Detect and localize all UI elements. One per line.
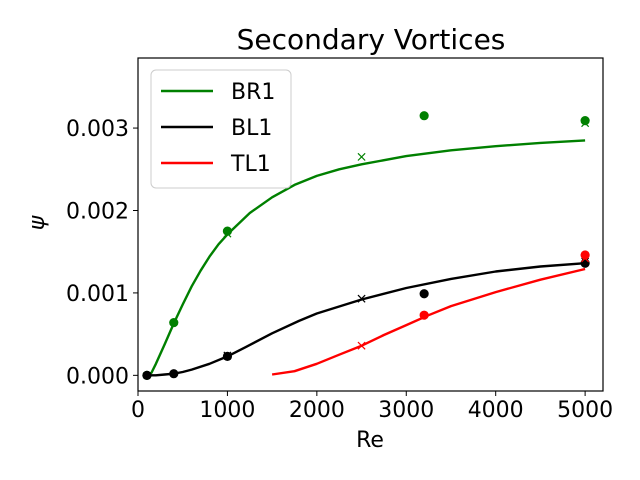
y-tick-label: 0.003 bbox=[66, 117, 129, 142]
data-point-bl1 bbox=[419, 289, 429, 299]
legend-frame bbox=[150, 69, 292, 189]
x-axis-label: Re bbox=[356, 428, 384, 453]
cross-marker-br1 bbox=[581, 119, 590, 128]
cross-marker-tl1 bbox=[357, 341, 366, 350]
x-tick-label: 0 bbox=[131, 398, 145, 423]
series-tl1 bbox=[271, 250, 590, 376]
data-point-bl1 bbox=[142, 370, 152, 380]
cross-marker-bl1 bbox=[357, 294, 366, 303]
cross-marker-br1 bbox=[223, 229, 232, 238]
series-line-br1 bbox=[146, 139, 586, 377]
y-tick-label: 0.002 bbox=[66, 199, 129, 224]
x-axis: 0 1000 2000 3000 4000 5000 bbox=[131, 391, 613, 423]
cross-marker-bl1 bbox=[581, 257, 590, 266]
series-bl1 bbox=[142, 257, 590, 380]
x-tick-label: 2000 bbox=[289, 398, 345, 423]
data-point-br1 bbox=[419, 111, 429, 121]
legend: BR1 BL1 TL1 bbox=[150, 69, 292, 189]
x-tick-label: 3000 bbox=[378, 398, 434, 423]
chart-title: Secondary Vortices bbox=[237, 23, 506, 56]
legend-label-br1: BR1 bbox=[231, 80, 275, 105]
x-tick-label: 1000 bbox=[199, 398, 255, 423]
cross-marker-br1 bbox=[357, 152, 366, 161]
data-point-tl1 bbox=[419, 310, 429, 320]
x-tick-label: 5000 bbox=[557, 398, 613, 423]
x-tick-label: 4000 bbox=[468, 398, 524, 423]
data-point-bl1 bbox=[169, 369, 179, 379]
cross-marker-tl1 bbox=[581, 254, 590, 263]
y-axis: 0.000 0.001 0.002 0.003 bbox=[66, 117, 138, 389]
data-point-br1 bbox=[580, 116, 590, 126]
series-line-tl1 bbox=[271, 267, 586, 376]
legend-label-tl1: TL1 bbox=[230, 152, 271, 177]
data-point-tl1 bbox=[580, 250, 590, 260]
axes-frame bbox=[137, 57, 604, 392]
data-point-br1 bbox=[169, 317, 179, 328]
y-tick-label: 0.001 bbox=[66, 282, 129, 307]
y-tick-label: 0.000 bbox=[66, 364, 129, 389]
legend-label-bl1: BL1 bbox=[231, 116, 272, 141]
plot-area bbox=[142, 111, 590, 380]
data-point-bl1 bbox=[580, 258, 590, 268]
data-point-br1 bbox=[222, 226, 233, 236]
y-axis-label: ψ bbox=[25, 215, 50, 230]
cross-marker-bl1 bbox=[223, 351, 232, 360]
